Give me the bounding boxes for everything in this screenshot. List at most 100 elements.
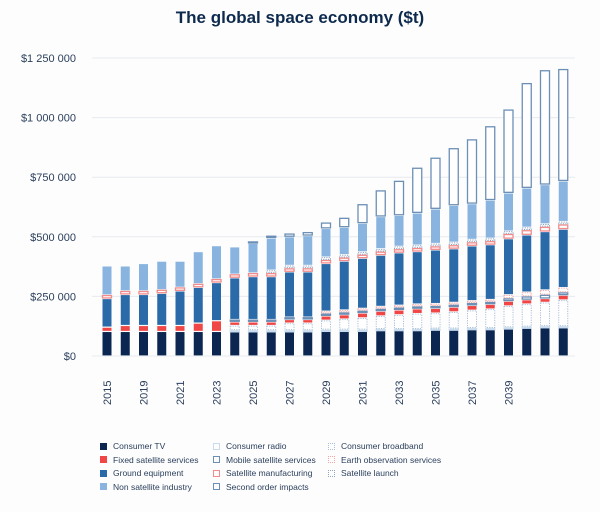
bar-segment-consumer-tv	[321, 331, 331, 356]
bar-segment-fixed-satellite-services	[193, 323, 203, 331]
bar-segment-non-satellite-industry	[175, 261, 185, 287]
bar-segment-fixed-satellite-services	[431, 308, 440, 313]
bar-segment-mobile-satellite-services	[412, 306, 423, 309]
bar-segment-fixed-satellite-services	[412, 309, 422, 313]
bar-segment-second-order-impacts	[466, 139, 478, 204]
bar-segment-satellite-manufacturing	[266, 272, 277, 277]
bar-segment-fixed-satellite-services	[485, 304, 495, 309]
x-axis-ticks: 2015 2019 2021 2023 2025 2027 2029 2031 2033 2035…	[102, 381, 516, 405]
bar-segment-satellite-launch	[448, 242, 459, 246]
bar-segment-satellite-manufacturing	[101, 294, 113, 299]
bar-segment-earth-observation-services	[485, 299, 496, 302]
legend-label: Earth observation services	[341, 454, 442, 465]
bar-stack-2034	[412, 167, 423, 356]
bar-stack-2036	[448, 148, 459, 356]
bar-segment-non-satellite-industry	[248, 243, 258, 273]
bar-segment-consumer-tv	[394, 330, 404, 356]
x-tick-label: 2027	[285, 381, 297, 405]
bar-segment-mobile-satellite-services	[393, 307, 405, 311]
y-tick-label: $0	[64, 351, 76, 363]
bar-segment-fixed-satellite-services	[376, 311, 386, 316]
bar-stack-2023	[211, 246, 222, 356]
bar-segment-consumer-radio	[485, 328, 496, 331]
bar-segment-consumer-tv	[339, 331, 349, 356]
bar-segment-consumer-broadband	[229, 325, 240, 331]
bar-segment-second-order-impacts	[393, 180, 405, 216]
bar-segment-earth-observation-services	[467, 300, 477, 303]
bar-segment-non-satellite-industry	[285, 237, 294, 265]
bar-segment-satellite-manufacturing	[174, 287, 186, 291]
bar-segment-satellite-manufacturing	[448, 245, 459, 249]
bar-segment-consumer-radio	[558, 326, 569, 329]
bar-stack-2019	[138, 264, 149, 356]
bar-segment-consumer-tv	[504, 329, 513, 356]
bar-stack-2032	[375, 190, 386, 356]
bar-segment-satellite-launch	[266, 270, 277, 273]
bar-segment-satellite-launch	[412, 245, 423, 248]
legend-item: Fixed satellite services	[100, 455, 199, 465]
x-tick-label: 2033	[394, 381, 406, 405]
x-tick-label: 2037	[467, 381, 479, 405]
legend-swatch-icon	[213, 469, 220, 477]
bar-segment-non-satellite-industry	[230, 247, 240, 274]
legend-label: Ground equipment	[113, 468, 184, 478]
bar-segment-consumer-broadband	[467, 310, 477, 329]
bar-segment-consumer-radio	[339, 329, 350, 333]
bar-segment-satellite-manufacturing	[412, 247, 423, 252]
y-tick-label: $750 000	[30, 172, 76, 184]
bar-segment-ground-equipment	[376, 255, 386, 306]
legend-swatch-icon	[328, 456, 335, 463]
x-tick-label: 2021	[175, 381, 187, 405]
bar-segment-non-satellite-industry	[120, 266, 130, 291]
bar-segment-fixed-satellite-services	[139, 326, 148, 331]
bar-segment-mobile-satellite-services	[485, 301, 496, 305]
bar-segment-satellite-manufacturing	[485, 241, 496, 245]
bar-segment-earth-observation-services	[503, 294, 514, 299]
bar-segment-consumer-radio	[320, 329, 332, 333]
bar-segment-satellite-manufacturing	[211, 278, 222, 283]
bar-segment-mobile-satellite-services	[430, 305, 441, 309]
bar-stack-2038	[485, 126, 496, 356]
bar-segment-non-satellite-industry	[431, 209, 440, 243]
bar-segment-consumer-broadband	[302, 323, 313, 331]
legend-item: Mobile satellite services	[213, 455, 316, 465]
bar-segment-fixed-satellite-services	[394, 310, 404, 315]
bar-segment-satellite-manufacturing	[521, 230, 532, 235]
bar-segment-consumer-broadband	[521, 304, 532, 327]
bar-segment-consumer-tv	[449, 330, 459, 356]
bar-segment-fixed-satellite-services	[467, 306, 477, 310]
bar-segment-earth-observation-services	[521, 292, 532, 297]
bar-segment-ground-equipment	[175, 291, 185, 325]
bar-segment-mobile-satellite-services	[339, 312, 350, 315]
bar-segment-consumer-broadband	[284, 323, 295, 331]
bar-stack-2015	[101, 266, 113, 356]
bar-segment-consumer-broadband	[248, 325, 258, 331]
bar-segment-non-satellite-industry	[394, 215, 404, 246]
bar-segment-second-order-impacts	[448, 148, 459, 206]
bar-segment-non-satellite-industry	[157, 261, 167, 290]
bar-segment-second-order-impacts	[430, 157, 441, 209]
bar-segment-earth-observation-services	[375, 306, 386, 309]
bar-segment-satellite-manufacturing	[193, 283, 204, 288]
bar-segment-earth-observation-services	[412, 304, 423, 307]
bar-segment-consumer-radio	[539, 326, 551, 329]
bar-segment-fixed-satellite-services	[504, 301, 513, 306]
bar-segment-consumer-tv	[467, 329, 477, 356]
chart-plot: $0 $250 000 $500 000 $750 000 $1 000 000 $1 2…	[21, 53, 575, 405]
bar-segment-satellite-launch	[302, 265, 313, 269]
bar-stack-2028	[302, 231, 313, 356]
bar-segment-consumer-tv	[102, 332, 112, 356]
bar-segment-consumer-broadband	[394, 314, 404, 329]
bar-stack-2040	[521, 82, 532, 356]
bar-segment-mobile-satellite-services	[357, 310, 368, 314]
bar-segment-consumer-tv	[285, 332, 294, 356]
bar-segment-non-satellite-industry	[376, 217, 386, 249]
bar-segment-satellite-launch	[357, 251, 368, 255]
legend-swatch-icon	[100, 469, 107, 477]
bar-segment-second-order-impacts	[503, 109, 514, 193]
bar-segment-consumer-broadband	[558, 300, 569, 327]
bar-segment-non-satellite-industry	[193, 252, 203, 284]
bar-segment-mobile-satellite-services	[247, 319, 259, 322]
bar-segment-second-order-impacts	[339, 217, 350, 228]
bar-segment-second-order-impacts	[558, 68, 569, 182]
